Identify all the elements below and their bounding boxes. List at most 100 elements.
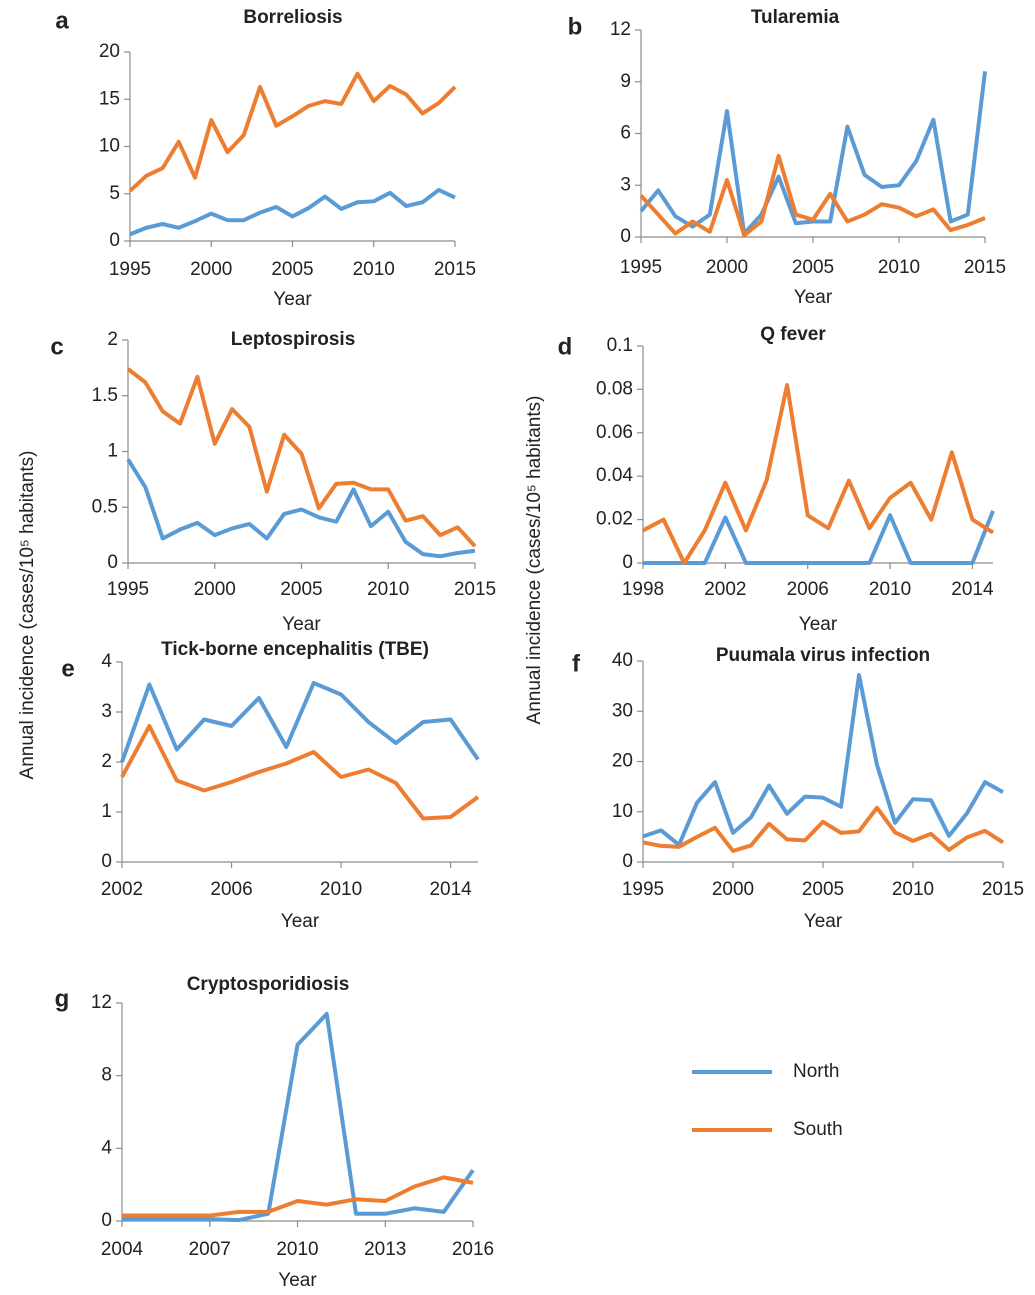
x-tick-label: 2010 bbox=[878, 257, 920, 278]
y-tick-label: 20 bbox=[99, 41, 120, 62]
x-tick-label: 2005 bbox=[280, 579, 322, 600]
x-tick-label: 2010 bbox=[367, 579, 409, 600]
series-line bbox=[126, 367, 477, 548]
x-tick-label: 2015 bbox=[964, 257, 1006, 278]
series-line bbox=[642, 383, 995, 565]
y-tick-label: 3 bbox=[101, 701, 112, 722]
panel-letter: f bbox=[572, 650, 581, 677]
y-tick-label: 0.5 bbox=[92, 496, 118, 517]
x-tick-label: 2010 bbox=[869, 579, 911, 600]
y-axis-label: Annual incidence (cases/10⁵ habitants) bbox=[524, 396, 545, 725]
x-tick-label: 2010 bbox=[320, 879, 362, 900]
x-tick-label: 1995 bbox=[620, 257, 662, 278]
y-tick-label: 12 bbox=[91, 992, 112, 1013]
y-tick-label: 0.04 bbox=[596, 465, 633, 486]
x-tick-label: 2015 bbox=[434, 259, 476, 280]
y-tick-label: 0 bbox=[101, 1210, 112, 1231]
x-tick-label: 2013 bbox=[364, 1239, 406, 1260]
x-tick-label: 2016 bbox=[452, 1239, 494, 1260]
y-tick-label: 40 bbox=[612, 650, 633, 671]
y-axis-label: Annual incidence (cases/10⁵ habitants) bbox=[17, 451, 38, 780]
y-tick-label: 4 bbox=[101, 1137, 112, 1158]
y-tick-label: 2 bbox=[107, 329, 118, 350]
x-axis-label: Year bbox=[799, 614, 838, 635]
y-tick-label: 0.02 bbox=[596, 509, 633, 530]
x-tick-label: 1995 bbox=[109, 259, 151, 280]
x-tick-label: 2014 bbox=[951, 579, 994, 600]
x-tick-label: 2000 bbox=[706, 257, 748, 278]
x-tick-label: 2004 bbox=[101, 1239, 144, 1260]
panel-letter: d bbox=[558, 333, 573, 360]
x-tick-label: 2005 bbox=[802, 879, 844, 900]
series-line bbox=[639, 153, 986, 238]
x-tick-label: 2000 bbox=[194, 579, 236, 600]
x-tick-label: 2007 bbox=[189, 1239, 231, 1260]
x-tick-label: 1998 bbox=[622, 579, 664, 600]
x-tick-label: 2002 bbox=[101, 879, 143, 900]
x-tick-label: 2002 bbox=[704, 579, 746, 600]
y-tick-label: 6 bbox=[620, 123, 631, 144]
y-tick-label: 30 bbox=[612, 700, 633, 721]
y-tick-label: 10 bbox=[99, 136, 120, 157]
panel-letter: a bbox=[55, 7, 69, 34]
y-tick-label: 5 bbox=[109, 183, 120, 204]
series-line bbox=[126, 458, 476, 559]
panel-letter: c bbox=[50, 333, 63, 360]
x-tick-label: 1995 bbox=[622, 879, 664, 900]
x-axis-label: Year bbox=[278, 1270, 317, 1291]
series-line bbox=[120, 681, 480, 763]
y-tick-label: 8 bbox=[101, 1065, 112, 1086]
chart-title: Tularemia bbox=[751, 7, 840, 28]
x-tick-label: 1995 bbox=[107, 579, 149, 600]
x-tick-label: 2006 bbox=[787, 579, 829, 600]
x-axis-label: Year bbox=[804, 911, 843, 932]
panel-letter: b bbox=[568, 13, 583, 40]
chart-title: Leptospirosis bbox=[231, 329, 356, 350]
x-tick-label: 2005 bbox=[792, 257, 834, 278]
x-tick-label: 2000 bbox=[712, 879, 754, 900]
x-tick-label: 2010 bbox=[353, 259, 395, 280]
y-tick-label: 0 bbox=[101, 851, 112, 872]
y-tick-label: 0 bbox=[107, 552, 118, 573]
chart-title: Borreliosis bbox=[243, 7, 342, 28]
x-axis-label: Year bbox=[794, 287, 833, 308]
y-tick-label: 0.06 bbox=[596, 422, 633, 443]
legend-label: North bbox=[793, 1061, 839, 1082]
y-tick-label: 2 bbox=[101, 751, 112, 772]
series-line bbox=[642, 805, 1005, 853]
y-tick-label: 9 bbox=[620, 71, 631, 92]
x-tick-label: 2014 bbox=[429, 879, 472, 900]
series-line bbox=[122, 1175, 474, 1218]
panel-letter: e bbox=[61, 655, 74, 682]
y-tick-label: 0 bbox=[620, 226, 631, 247]
series-line bbox=[129, 187, 456, 237]
y-tick-label: 1 bbox=[101, 801, 112, 822]
panel-letter: g bbox=[55, 985, 70, 1012]
y-tick-label: 0.1 bbox=[607, 335, 633, 356]
legend-label: South bbox=[793, 1119, 843, 1140]
x-axis-label: Year bbox=[282, 614, 321, 635]
y-tick-label: 0 bbox=[622, 552, 633, 573]
series-line bbox=[122, 1011, 475, 1223]
y-tick-label: 0.08 bbox=[596, 378, 633, 399]
x-tick-label: 2010 bbox=[276, 1239, 318, 1260]
chart-title: Q fever bbox=[760, 324, 826, 345]
x-tick-label: 2015 bbox=[454, 579, 496, 600]
series-line bbox=[128, 71, 457, 193]
series-line bbox=[642, 673, 1004, 847]
x-tick-label: 2005 bbox=[271, 259, 313, 280]
x-tick-label: 2015 bbox=[982, 879, 1024, 900]
y-tick-label: 20 bbox=[612, 751, 633, 772]
y-tick-label: 10 bbox=[612, 801, 633, 822]
y-tick-label: 15 bbox=[99, 88, 120, 109]
series-line bbox=[120, 724, 480, 821]
x-axis-label: Year bbox=[281, 911, 320, 932]
chart-title: Cryptosporidiosis bbox=[187, 974, 350, 995]
y-tick-label: 1.5 bbox=[92, 385, 118, 406]
y-tick-label: 4 bbox=[101, 651, 112, 672]
chart-title: Puumala virus infection bbox=[716, 645, 930, 666]
y-tick-label: 0 bbox=[622, 851, 633, 872]
x-tick-label: 2010 bbox=[892, 879, 934, 900]
y-tick-label: 1 bbox=[107, 441, 118, 462]
